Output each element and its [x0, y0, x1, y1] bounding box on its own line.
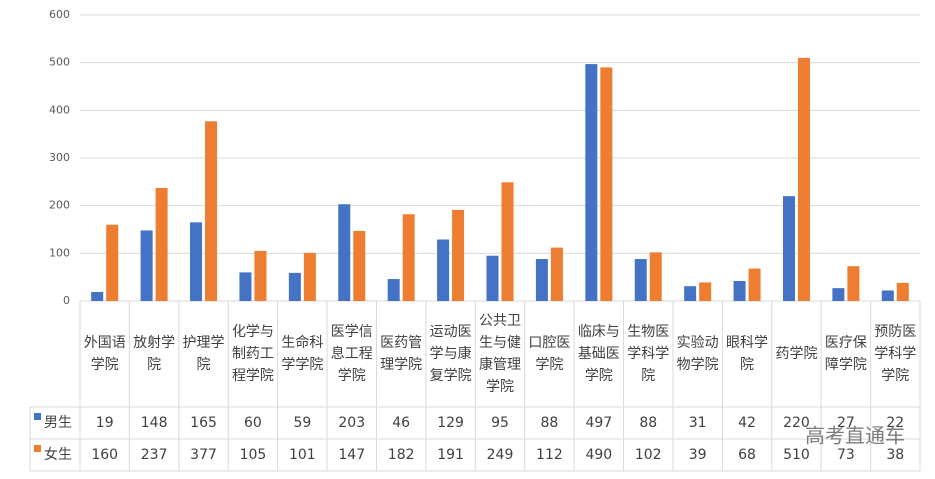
- table-value: 42: [738, 415, 756, 431]
- bar: [585, 64, 598, 301]
- x-tick-label: 眼科学院: [726, 335, 768, 373]
- bar: [254, 250, 267, 301]
- table-value: 31: [689, 415, 707, 431]
- x-tick-label: 医疗保障学院: [825, 335, 867, 373]
- bar: [402, 214, 415, 301]
- bar: [733, 280, 746, 301]
- bar: [91, 291, 104, 301]
- x-tick-label: 生命科学学院: [281, 334, 323, 373]
- x-tick-label: 临床与基础医学院: [578, 324, 620, 384]
- table-value: 191: [437, 447, 464, 463]
- y-tick-label: 0: [63, 294, 70, 307]
- bar: [881, 290, 894, 301]
- bar: [748, 268, 761, 301]
- table-value: 102: [635, 447, 662, 463]
- table-value: 60: [244, 415, 262, 431]
- bar: [486, 255, 499, 301]
- x-tick-label: 预防医学科学学院: [874, 324, 916, 384]
- table-value: 59: [293, 415, 311, 431]
- bar: [239, 272, 252, 301]
- bar: [353, 230, 366, 301]
- bar: [550, 247, 563, 301]
- bar: [155, 188, 168, 301]
- table-value: 249: [487, 447, 514, 463]
- table-value: 27: [837, 415, 855, 431]
- x-tick-label: 放射学院: [133, 335, 175, 373]
- x-tick-label: 医学信息工程学院: [331, 324, 373, 384]
- x-tick-label: 口腔医学院: [528, 335, 570, 373]
- x-tick-label: 化学与制药工程学院: [232, 324, 274, 384]
- bar: [634, 259, 647, 301]
- table-value: 490: [585, 447, 612, 463]
- bar: [140, 230, 153, 301]
- bar: [782, 196, 795, 301]
- bar: [684, 286, 697, 301]
- bar: [649, 252, 662, 301]
- bar: [387, 279, 400, 301]
- x-tick-label: 药学院: [775, 346, 817, 362]
- table-value: 95: [491, 415, 509, 431]
- y-tick-label: 400: [49, 103, 70, 116]
- bar: [535, 259, 548, 301]
- y-tick-label: 600: [49, 8, 70, 21]
- table-value: 237: [141, 447, 168, 463]
- table-value: 39: [689, 447, 707, 463]
- table-value: 203: [338, 415, 365, 431]
- bar: [832, 288, 845, 301]
- bar: [338, 204, 351, 301]
- legend-label: 女生: [44, 446, 72, 463]
- table-value: 88: [540, 415, 558, 431]
- table-value: 377: [190, 447, 217, 463]
- bar: [797, 57, 810, 302]
- table-value: 38: [886, 447, 904, 463]
- table-value: 220: [783, 415, 810, 431]
- legend-key: [34, 413, 41, 420]
- table-value: 510: [783, 447, 810, 463]
- y-tick-label: 300: [49, 151, 70, 164]
- table-value: 160: [91, 447, 118, 463]
- bar: [205, 121, 218, 302]
- table-value: 148: [141, 415, 168, 431]
- table-value: 497: [585, 415, 612, 431]
- y-tick-label: 100: [49, 246, 70, 259]
- table-value: 147: [338, 447, 365, 463]
- x-tick-label: 实验动物学院: [677, 335, 719, 373]
- table-value: 182: [388, 447, 415, 463]
- x-tick-label: 医药管理学院: [380, 335, 422, 373]
- bar: [501, 182, 514, 301]
- bar: [896, 282, 909, 301]
- table-value: 88: [639, 415, 657, 431]
- table-value: 19: [96, 415, 114, 431]
- x-tick-label: 外国语学院: [84, 335, 126, 373]
- x-tick-label: 运动医学与康复学院: [430, 324, 472, 384]
- x-tick-label: 公共卫生与健康管理学院: [479, 313, 521, 395]
- bar: [699, 282, 712, 301]
- table-value: 112: [536, 447, 563, 463]
- table-value: 101: [289, 447, 316, 463]
- table-value: 105: [240, 447, 267, 463]
- bar: [106, 224, 119, 301]
- bar: [303, 252, 316, 301]
- table-value: 73: [837, 447, 855, 463]
- bar: [288, 272, 301, 301]
- table-value: 165: [190, 415, 217, 431]
- y-tick-label: 200: [49, 199, 70, 212]
- bar: [452, 209, 465, 301]
- table-value: 46: [392, 415, 410, 431]
- table-value: 129: [437, 415, 464, 431]
- x-tick-label: 生物医学科学院: [627, 324, 669, 384]
- table-value: 68: [738, 447, 756, 463]
- watermark: 高考直通车: [805, 424, 905, 448]
- legend-key: [34, 445, 41, 452]
- bar: [190, 222, 203, 301]
- bar: [847, 266, 860, 301]
- x-tick-label: 护理学院: [183, 335, 225, 373]
- bar: [437, 239, 450, 301]
- legend-label: 男生: [44, 415, 72, 431]
- y-tick-label: 500: [49, 56, 70, 69]
- bar: [600, 67, 613, 301]
- table-value: 22: [886, 415, 904, 431]
